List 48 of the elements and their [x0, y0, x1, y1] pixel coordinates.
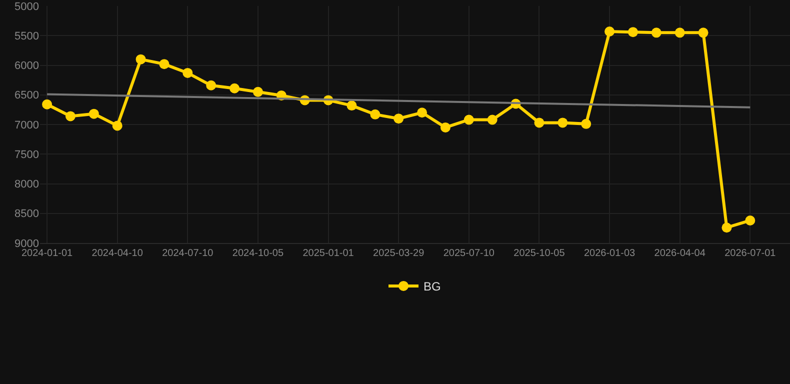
x-tick-label: 2025-03-29: [373, 248, 425, 259]
y-tick-label: 8500: [14, 208, 39, 220]
point: [182, 68, 193, 78]
point: [370, 109, 380, 120]
point: [252, 86, 263, 97]
y-tick-label: 7500: [14, 148, 39, 161]
y-tick-label: 5500: [14, 30, 39, 42]
point: [440, 122, 450, 132]
point: [112, 120, 122, 131]
point: [534, 118, 544, 128]
y-tick-label: 6500: [14, 90, 39, 102]
x-tick-label: 2026-04-04: [654, 248, 706, 259]
point: [487, 114, 498, 125]
point: [394, 114, 404, 124]
point: [159, 59, 170, 70]
point: [42, 99, 52, 110]
y-tick-label: 5000: [14, 0, 39, 13]
point: [581, 118, 592, 129]
point: [88, 108, 99, 119]
legend-label: BG: [424, 280, 441, 294]
x-tick-label: 2024-04-10: [92, 248, 144, 259]
point: [346, 100, 357, 111]
point: [464, 114, 474, 125]
x-tick-label: 2025-01-01: [302, 248, 354, 259]
point: [698, 28, 708, 38]
y-tick-label: 6000: [14, 60, 39, 72]
x-tick-label: 2025-07-10: [443, 248, 495, 259]
point: [722, 222, 732, 233]
y-tick-label: 9000: [14, 238, 39, 250]
x-tick-label: 2026-01-03: [584, 248, 636, 259]
x-tick-label: 2026-07-01: [724, 248, 776, 259]
y-tick-label: 7000: [14, 119, 39, 132]
point: [65, 111, 76, 122]
x-tick-label: 2024-07-10: [162, 248, 214, 259]
point: [206, 80, 216, 90]
point: [417, 108, 428, 118]
y-tick-label: 8000: [14, 178, 39, 191]
x-tick-label: 2025-10-05: [514, 248, 566, 259]
point: [136, 54, 146, 64]
point: [651, 28, 662, 38]
point: [604, 26, 615, 36]
point: [628, 27, 638, 38]
point: [558, 118, 568, 128]
x-tick-label: 2024-01-01: [21, 248, 74, 259]
point: [745, 215, 756, 226]
x-tick-label: 2024-10-05: [232, 248, 284, 259]
point: [674, 28, 685, 38]
point: [230, 83, 240, 94]
